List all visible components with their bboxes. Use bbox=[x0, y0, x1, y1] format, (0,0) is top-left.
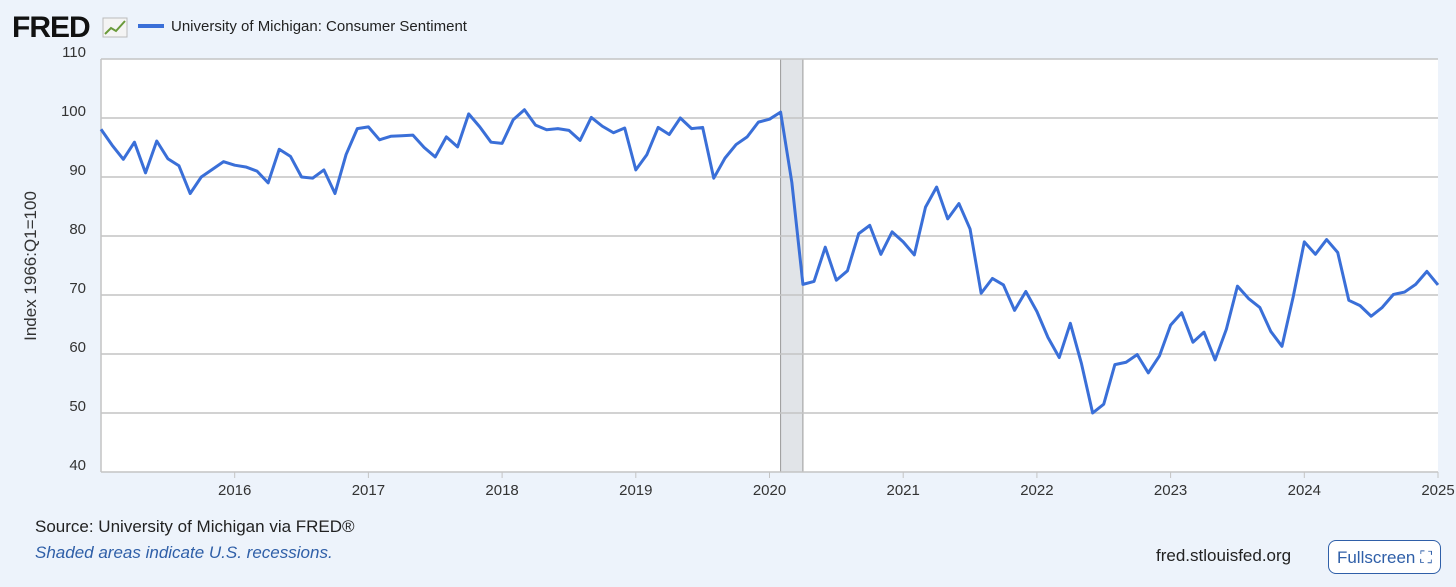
plot-area bbox=[101, 59, 1438, 472]
y-tick-label: 40 bbox=[69, 457, 86, 474]
y-tick-label: 100 bbox=[61, 103, 86, 120]
series-line bbox=[99, 108, 1440, 415]
logo-icon bbox=[102, 17, 128, 38]
y-tick-label: 90 bbox=[69, 162, 86, 179]
x-tick-label: 2017 bbox=[352, 482, 385, 499]
fullscreen-button[interactable]: Fullscreen ⛶ bbox=[1328, 540, 1441, 574]
y-tick-label: 50 bbox=[69, 398, 86, 415]
x-tick-label: 2024 bbox=[1288, 482, 1321, 499]
x-tick-label: 2022 bbox=[1020, 482, 1053, 499]
y-axis-label: Index 1966:Q1=100 bbox=[21, 191, 40, 341]
y-tick-label: 70 bbox=[69, 280, 86, 297]
fullscreen-label: Fullscreen bbox=[1336, 548, 1416, 567]
x-tick-label: 2018 bbox=[485, 482, 518, 499]
chart: FRED University of Michigan: Consumer Se… bbox=[12, 11, 1455, 499]
x-tick-label: 2025 bbox=[1421, 482, 1454, 499]
legend-label: University of Michigan: Consumer Sentime… bbox=[171, 18, 468, 35]
recession-note: Shaded areas indicate U.S. recessions. bbox=[35, 543, 333, 562]
y-tick-label: 60 bbox=[69, 339, 86, 356]
y-tick-label: 110 bbox=[62, 44, 86, 61]
y-tick-label: 80 bbox=[69, 221, 86, 238]
x-tick-label: 2020 bbox=[753, 482, 786, 499]
x-tick-label: 2021 bbox=[887, 482, 920, 499]
site: fred.stlouisfed.org bbox=[1156, 546, 1292, 565]
x-tick-label: 2023 bbox=[1154, 482, 1187, 499]
x-tick-label: 2016 bbox=[218, 482, 251, 499]
source: Source: University of Michigan via FRED® bbox=[35, 517, 355, 536]
logo: FRED bbox=[12, 11, 90, 44]
x-tick-label: 2019 bbox=[619, 482, 652, 499]
